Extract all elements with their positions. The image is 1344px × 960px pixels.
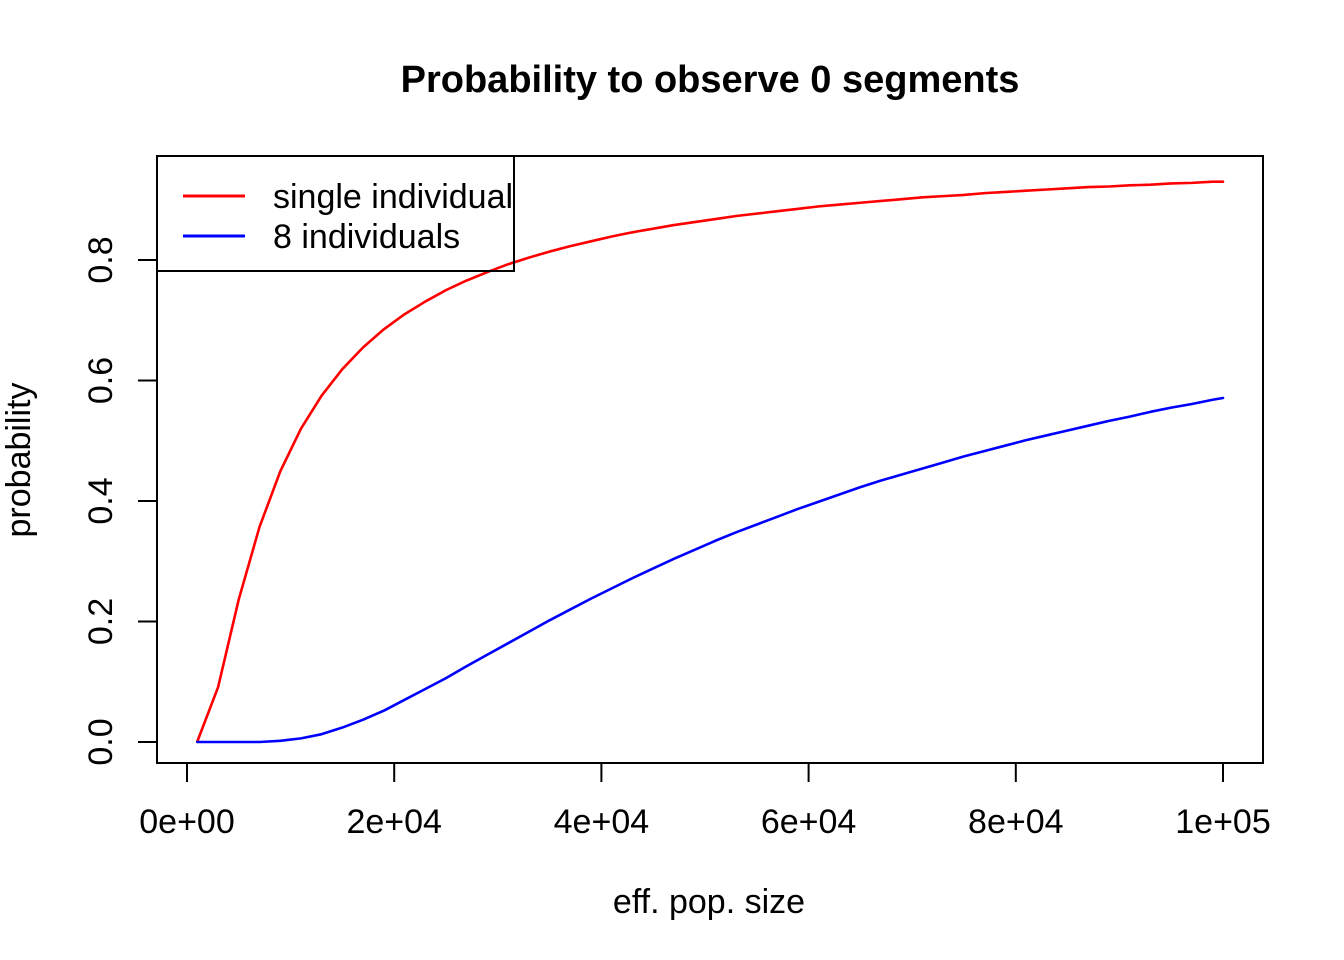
x-tick-label: 0e+00: [139, 803, 235, 841]
x-tick-label: 6e+04: [761, 803, 857, 841]
legend-label-8-individuals: 8 individuals: [273, 218, 460, 256]
y-axis-title: probability: [0, 383, 38, 538]
plot-area-frame: [156, 155, 1264, 764]
curve-single-individual: [196, 180, 1225, 743]
y-axis: 0.0 0.2 0.4 0.6 0.8: [82, 236, 157, 766]
plot-series: [196, 180, 1225, 744]
x-tick-label: 8e+04: [968, 803, 1064, 841]
chart-title: Probability to observe 0 segments: [401, 59, 1020, 101]
y-tick-label: 0.2: [82, 598, 120, 645]
x-tick-label: 2e+04: [346, 803, 442, 841]
x-axis: 0e+00 2e+04 4e+04 6e+04 8e+04 1e+05: [139, 763, 1271, 841]
y-tick-label: 0.4: [82, 477, 120, 524]
y-tick-label: 0.8: [82, 236, 120, 283]
y-tick-label: 0.6: [82, 357, 120, 404]
legend-frame: [156, 155, 515, 272]
y-tick-label: 0.0: [82, 718, 120, 765]
x-axis-title: eff. pop. size: [613, 883, 805, 921]
curve-8-individuals: [196, 396, 1225, 744]
x-tick-label: 4e+04: [554, 803, 650, 841]
legend-label-single-individual: single individual: [273, 178, 513, 216]
x-tick-label: 1e+05: [1175, 803, 1271, 841]
legend: single individual 8 individuals: [156, 155, 515, 272]
